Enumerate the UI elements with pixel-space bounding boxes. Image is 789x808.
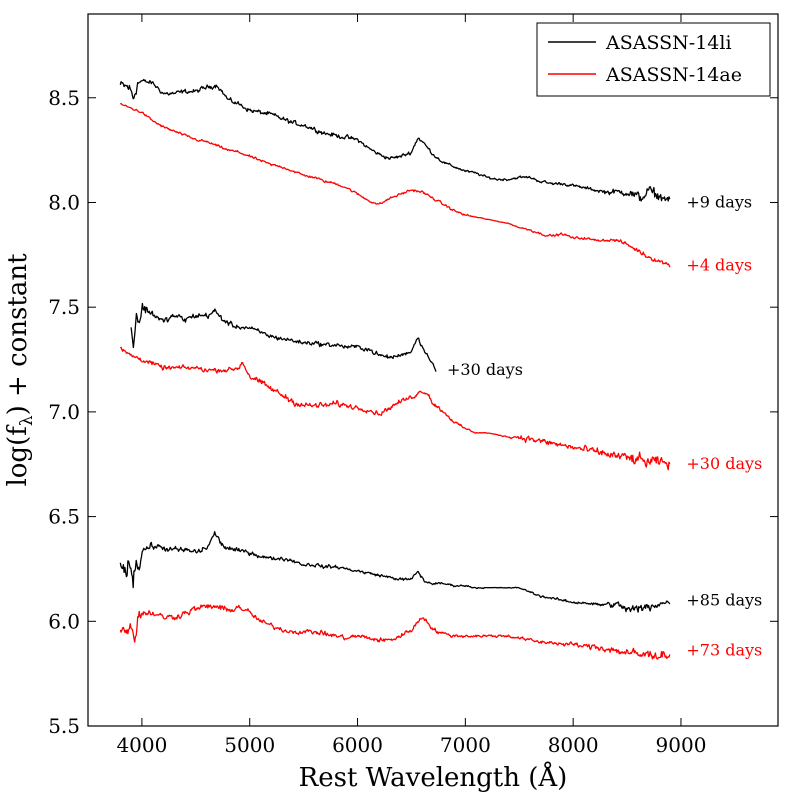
epoch-label-asassn-14li-9-days: +9 days — [686, 192, 752, 211]
x-tick-label-5000: 5000 — [224, 733, 275, 757]
legend-box — [536, 22, 771, 97]
x-tick-label-9000: 9000 — [656, 733, 707, 757]
series-layer — [119, 78, 671, 660]
legend: ASASSN-14li ASASSN-14ae — [536, 22, 771, 97]
y-tick-label-8.5: 8.5 — [48, 86, 80, 110]
x-tick-label-8000: 8000 — [548, 733, 599, 757]
x-tick-label-6000: 6000 — [332, 733, 383, 757]
spectrum-line-asassn-14li-85-days — [119, 531, 671, 613]
x-tick-label-4000: 4000 — [116, 733, 167, 757]
epoch-label-asassn-14li-85-days: +85 days — [686, 590, 762, 609]
tick-layer: 4000 5000 6000 7000 8000 9000 5.5 6.0 6.5 7.0 7.5 8… — [48, 14, 778, 757]
spectrum-line-asassn-14ae-30-days — [119, 346, 671, 471]
spectrum-line-asassn-14ae-4-days — [119, 102, 671, 268]
y-axis-title: log(fλ) + constant — [3, 253, 37, 487]
epoch-label-asassn-14ae-73-days: +73 days — [686, 641, 762, 660]
spectrum-line-asassn-14li-30-days — [130, 302, 437, 372]
y-tick-label-7: 7.0 — [48, 400, 80, 424]
legend-label-asassn-14ae: ASASSN-14ae — [605, 64, 742, 86]
spectrum-line-asassn-14li-9-days — [119, 78, 671, 202]
epoch-label-asassn-14li-30-days: +30 days — [447, 360, 523, 379]
y-axis-title-main: log(f — [3, 424, 33, 487]
epoch-label-asassn-14ae-30-days: +30 days — [686, 454, 762, 473]
y-tick-label-8: 8.0 — [48, 190, 80, 214]
y-tick-label-6.5: 6.5 — [48, 505, 80, 529]
plot-frame — [87, 13, 779, 727]
x-axis-title: Rest Wavelength (Å) — [299, 761, 568, 793]
legend-label-asassn-14li: ASASSN-14li — [605, 32, 732, 54]
annotation-layer: +9 days +4 days +30 days +30 days +85 days +7… — [447, 192, 762, 659]
y-axis-title-suffix: ) + constant — [3, 253, 33, 415]
y-tick-label-5.5: 5.5 — [48, 714, 80, 738]
spectrum-line-asassn-14ae-73-days — [119, 604, 671, 660]
y-tick-label-7.5: 7.5 — [48, 295, 80, 319]
x-tick-label-7000: 7000 — [440, 733, 491, 757]
y-axis-title-subscript: λ — [17, 415, 37, 426]
y-tick-label-6: 6.0 — [48, 609, 80, 633]
epoch-label-asassn-14ae-4-days: +4 days — [686, 255, 752, 274]
